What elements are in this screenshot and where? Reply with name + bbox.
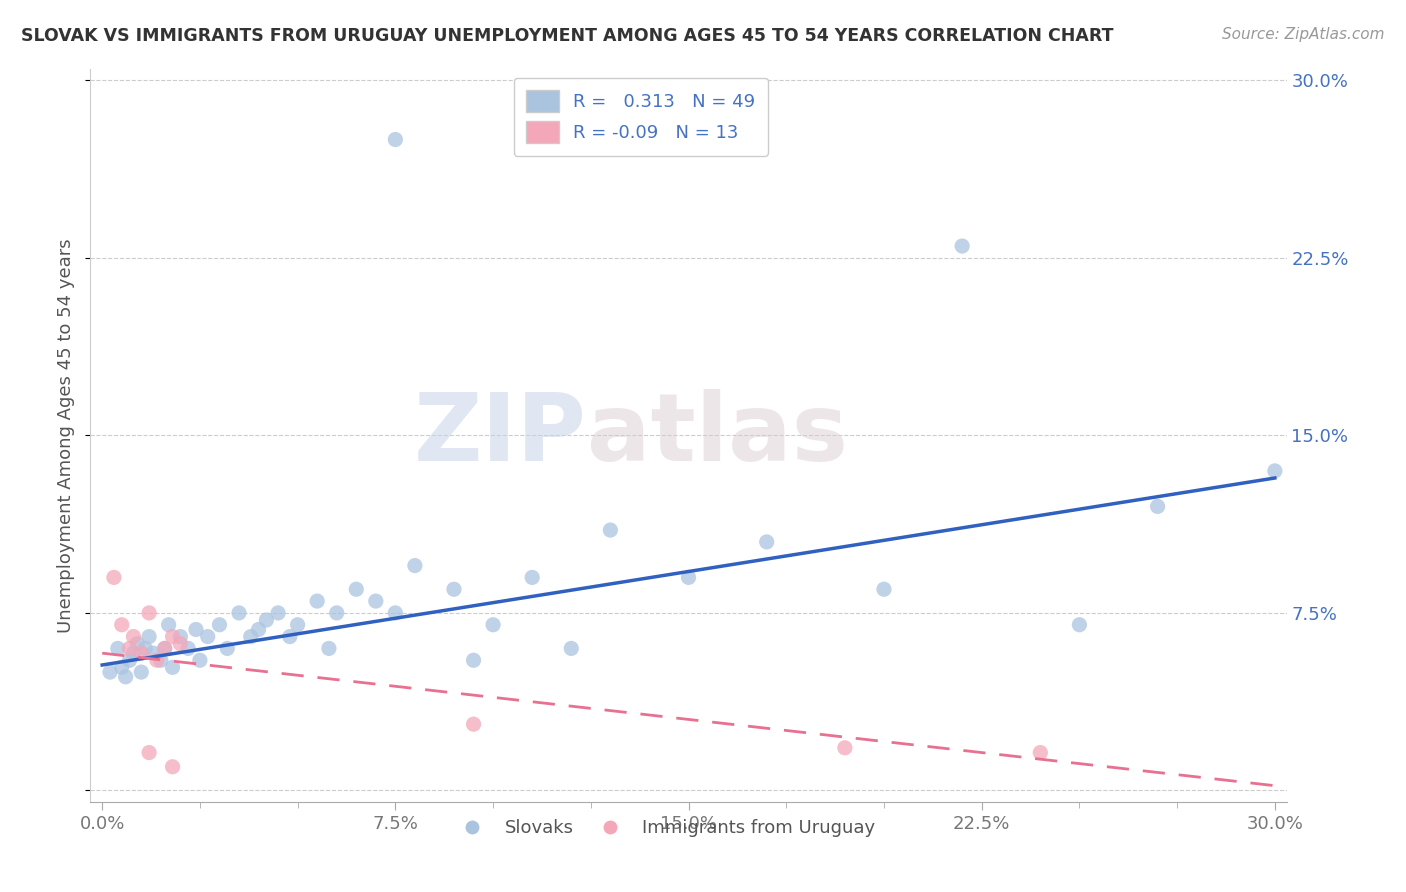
Text: atlas: atlas bbox=[586, 390, 848, 482]
Point bbox=[118, 653, 141, 667]
Point bbox=[755, 535, 778, 549]
Point bbox=[463, 653, 485, 667]
Point bbox=[169, 637, 191, 651]
Point bbox=[127, 637, 149, 651]
Point bbox=[482, 617, 505, 632]
Text: Source: ZipAtlas.com: Source: ZipAtlas.com bbox=[1222, 27, 1385, 42]
Point bbox=[344, 582, 367, 597]
Point bbox=[138, 606, 160, 620]
Point bbox=[560, 641, 582, 656]
Point bbox=[107, 641, 129, 656]
Point bbox=[307, 594, 329, 608]
Point bbox=[228, 606, 250, 620]
Point bbox=[325, 606, 347, 620]
Point bbox=[239, 630, 262, 644]
Point bbox=[142, 646, 165, 660]
Point bbox=[122, 630, 145, 644]
Point bbox=[177, 641, 200, 656]
Point bbox=[318, 641, 340, 656]
Point bbox=[520, 570, 543, 584]
Point bbox=[118, 641, 141, 656]
Point bbox=[153, 641, 176, 656]
Point bbox=[162, 760, 184, 774]
Point bbox=[950, 239, 973, 253]
Y-axis label: Unemployment Among Ages 45 to 54 years: Unemployment Among Ages 45 to 54 years bbox=[58, 238, 75, 632]
Point bbox=[184, 623, 207, 637]
Point bbox=[1029, 746, 1052, 760]
Point bbox=[197, 630, 219, 644]
Point bbox=[162, 660, 184, 674]
Point bbox=[364, 594, 387, 608]
Point bbox=[98, 665, 121, 679]
Point bbox=[138, 630, 160, 644]
Point bbox=[1264, 464, 1286, 478]
Point bbox=[873, 582, 896, 597]
Point bbox=[463, 717, 485, 731]
Point bbox=[599, 523, 621, 537]
Point bbox=[834, 740, 856, 755]
Point bbox=[103, 570, 125, 584]
Point bbox=[384, 132, 406, 146]
Point bbox=[384, 606, 406, 620]
Point bbox=[247, 623, 270, 637]
Point bbox=[208, 617, 231, 632]
Point bbox=[217, 641, 239, 656]
Point bbox=[1146, 500, 1168, 514]
Point bbox=[1069, 617, 1091, 632]
Point bbox=[149, 653, 172, 667]
Legend: Slovaks, Immigrants from Uruguay: Slovaks, Immigrants from Uruguay bbox=[447, 812, 883, 845]
Point bbox=[111, 660, 134, 674]
Point bbox=[129, 646, 152, 660]
Point bbox=[278, 630, 301, 644]
Text: ZIP: ZIP bbox=[413, 390, 586, 482]
Text: SLOVAK VS IMMIGRANTS FROM URUGUAY UNEMPLOYMENT AMONG AGES 45 TO 54 YEARS CORRELA: SLOVAK VS IMMIGRANTS FROM URUGUAY UNEMPL… bbox=[21, 27, 1114, 45]
Point bbox=[114, 670, 136, 684]
Point bbox=[287, 617, 309, 632]
Point bbox=[134, 641, 156, 656]
Point bbox=[111, 617, 134, 632]
Point bbox=[169, 630, 191, 644]
Point bbox=[129, 665, 152, 679]
Point bbox=[122, 646, 145, 660]
Point bbox=[162, 630, 184, 644]
Point bbox=[153, 641, 176, 656]
Point bbox=[267, 606, 290, 620]
Point bbox=[146, 653, 169, 667]
Point bbox=[678, 570, 700, 584]
Point bbox=[188, 653, 211, 667]
Point bbox=[254, 613, 277, 627]
Point bbox=[443, 582, 465, 597]
Point bbox=[404, 558, 426, 573]
Point bbox=[138, 746, 160, 760]
Point bbox=[157, 617, 180, 632]
